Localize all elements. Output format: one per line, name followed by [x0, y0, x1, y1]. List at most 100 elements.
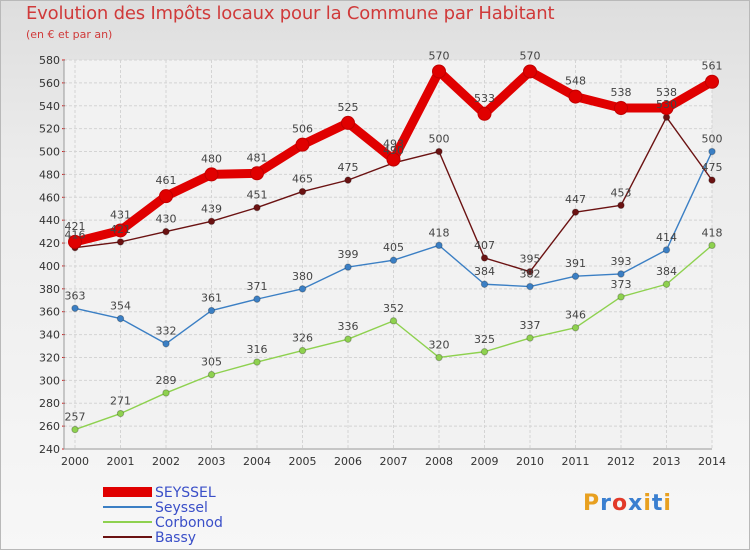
data-point	[435, 241, 443, 250]
data-label: 533	[474, 92, 495, 105]
x-tick-label: 2009	[471, 455, 499, 468]
logo-letter: P	[583, 491, 601, 516]
data-point	[480, 348, 489, 356]
data-label: 506	[292, 123, 313, 136]
data-point	[386, 152, 401, 167]
data-point	[253, 203, 261, 212]
data-point	[571, 324, 580, 332]
data-point	[298, 346, 307, 355]
data-point	[250, 166, 264, 181]
y-tick-label: 580	[39, 54, 60, 67]
x-tick-label: 2005	[289, 455, 317, 468]
data-label: 451	[247, 189, 268, 202]
data-label: 346	[565, 309, 586, 322]
y-tick-label: 560	[39, 77, 60, 90]
data-label: 414	[656, 231, 677, 244]
data-label: 538	[656, 86, 677, 99]
data-label: 363	[65, 289, 86, 302]
chart-subtitle: (en € et par an)	[26, 28, 113, 41]
data-point	[526, 267, 534, 276]
data-point	[298, 285, 307, 293]
data-point	[253, 295, 261, 303]
data-point	[162, 227, 170, 236]
data-point	[432, 64, 446, 79]
legend-label: Bassy	[155, 530, 196, 546]
data-label: 332	[156, 325, 177, 338]
data-point	[662, 280, 671, 288]
data-label: 418	[702, 226, 723, 239]
y-tick-label: 480	[39, 168, 60, 181]
data-label: 500	[429, 133, 450, 146]
series-lines	[68, 64, 719, 434]
y-tick-label: 340	[39, 329, 60, 342]
y-tick-label: 360	[39, 306, 60, 319]
data-point	[389, 317, 398, 325]
data-label: 407	[474, 239, 495, 252]
data-label: 352	[383, 302, 404, 315]
data-point	[526, 334, 534, 342]
data-point	[71, 425, 79, 434]
data-point	[207, 217, 216, 226]
data-label: 382	[520, 268, 541, 281]
data-label: 421	[65, 220, 86, 233]
data-label: 371	[247, 280, 268, 293]
data-point	[659, 101, 674, 116]
data-label: 418	[429, 226, 450, 239]
logo-letter: t	[651, 491, 664, 516]
data-label: 493	[383, 138, 404, 151]
data-label: 405	[383, 241, 404, 254]
data-point	[116, 409, 125, 418]
data-label: 538	[611, 86, 632, 99]
y-tick-label: 400	[39, 260, 60, 273]
x-tick-label: 2011	[562, 455, 590, 468]
y-tick-label: 300	[39, 374, 60, 387]
logo-letter: i	[663, 491, 672, 516]
axes: 240 260 280 300 320 340 360 380 400 420 440 460 480 5…	[39, 54, 726, 468]
data-label: 439	[201, 202, 222, 215]
data-point	[708, 241, 716, 250]
data-label: 384	[656, 265, 677, 278]
data-point	[295, 137, 310, 152]
data-point	[389, 256, 398, 264]
y-tick-label: 520	[39, 123, 60, 136]
data-point	[162, 389, 170, 397]
data-label: 373	[611, 278, 632, 291]
data-point	[344, 335, 352, 343]
x-tick-label: 2007	[380, 455, 408, 468]
x-tick-label: 2003	[198, 455, 226, 468]
data-point	[526, 282, 534, 291]
data-label: 361	[201, 292, 222, 305]
data-label: 305	[201, 356, 222, 369]
data-point	[341, 115, 355, 130]
data-point	[480, 280, 489, 288]
y-tick-label: 320	[39, 351, 60, 364]
chart-title: Evolution des Impôts locaux pour la Comm…	[26, 3, 555, 24]
data-label: 271	[110, 395, 131, 408]
data-point	[662, 246, 671, 254]
data-label: 461	[156, 174, 177, 187]
y-tick-label: 460	[39, 191, 60, 204]
data-label: 447	[565, 193, 586, 206]
data-point	[614, 101, 628, 116]
legend-label: Seyssel	[155, 500, 208, 516]
data-point	[617, 293, 625, 301]
logo-letter: r	[600, 491, 612, 516]
data-point	[71, 304, 79, 312]
y-tick-label: 380	[39, 283, 60, 296]
x-tick-label: 2004	[243, 455, 271, 468]
data-point	[617, 201, 625, 210]
y-tick-label: 500	[39, 146, 60, 159]
logo-letter: o	[611, 491, 629, 516]
data-point	[617, 270, 625, 278]
data-label: 490	[383, 144, 404, 157]
data-label: 399	[338, 248, 359, 261]
x-tick-label: 2000	[61, 455, 89, 468]
logo-letter: i	[643, 491, 652, 516]
x-tick-label: 2008	[425, 455, 453, 468]
data-label: 391	[565, 257, 586, 270]
x-tick-label: 2010	[516, 455, 544, 468]
data-point	[477, 106, 492, 121]
data-point	[523, 64, 537, 79]
